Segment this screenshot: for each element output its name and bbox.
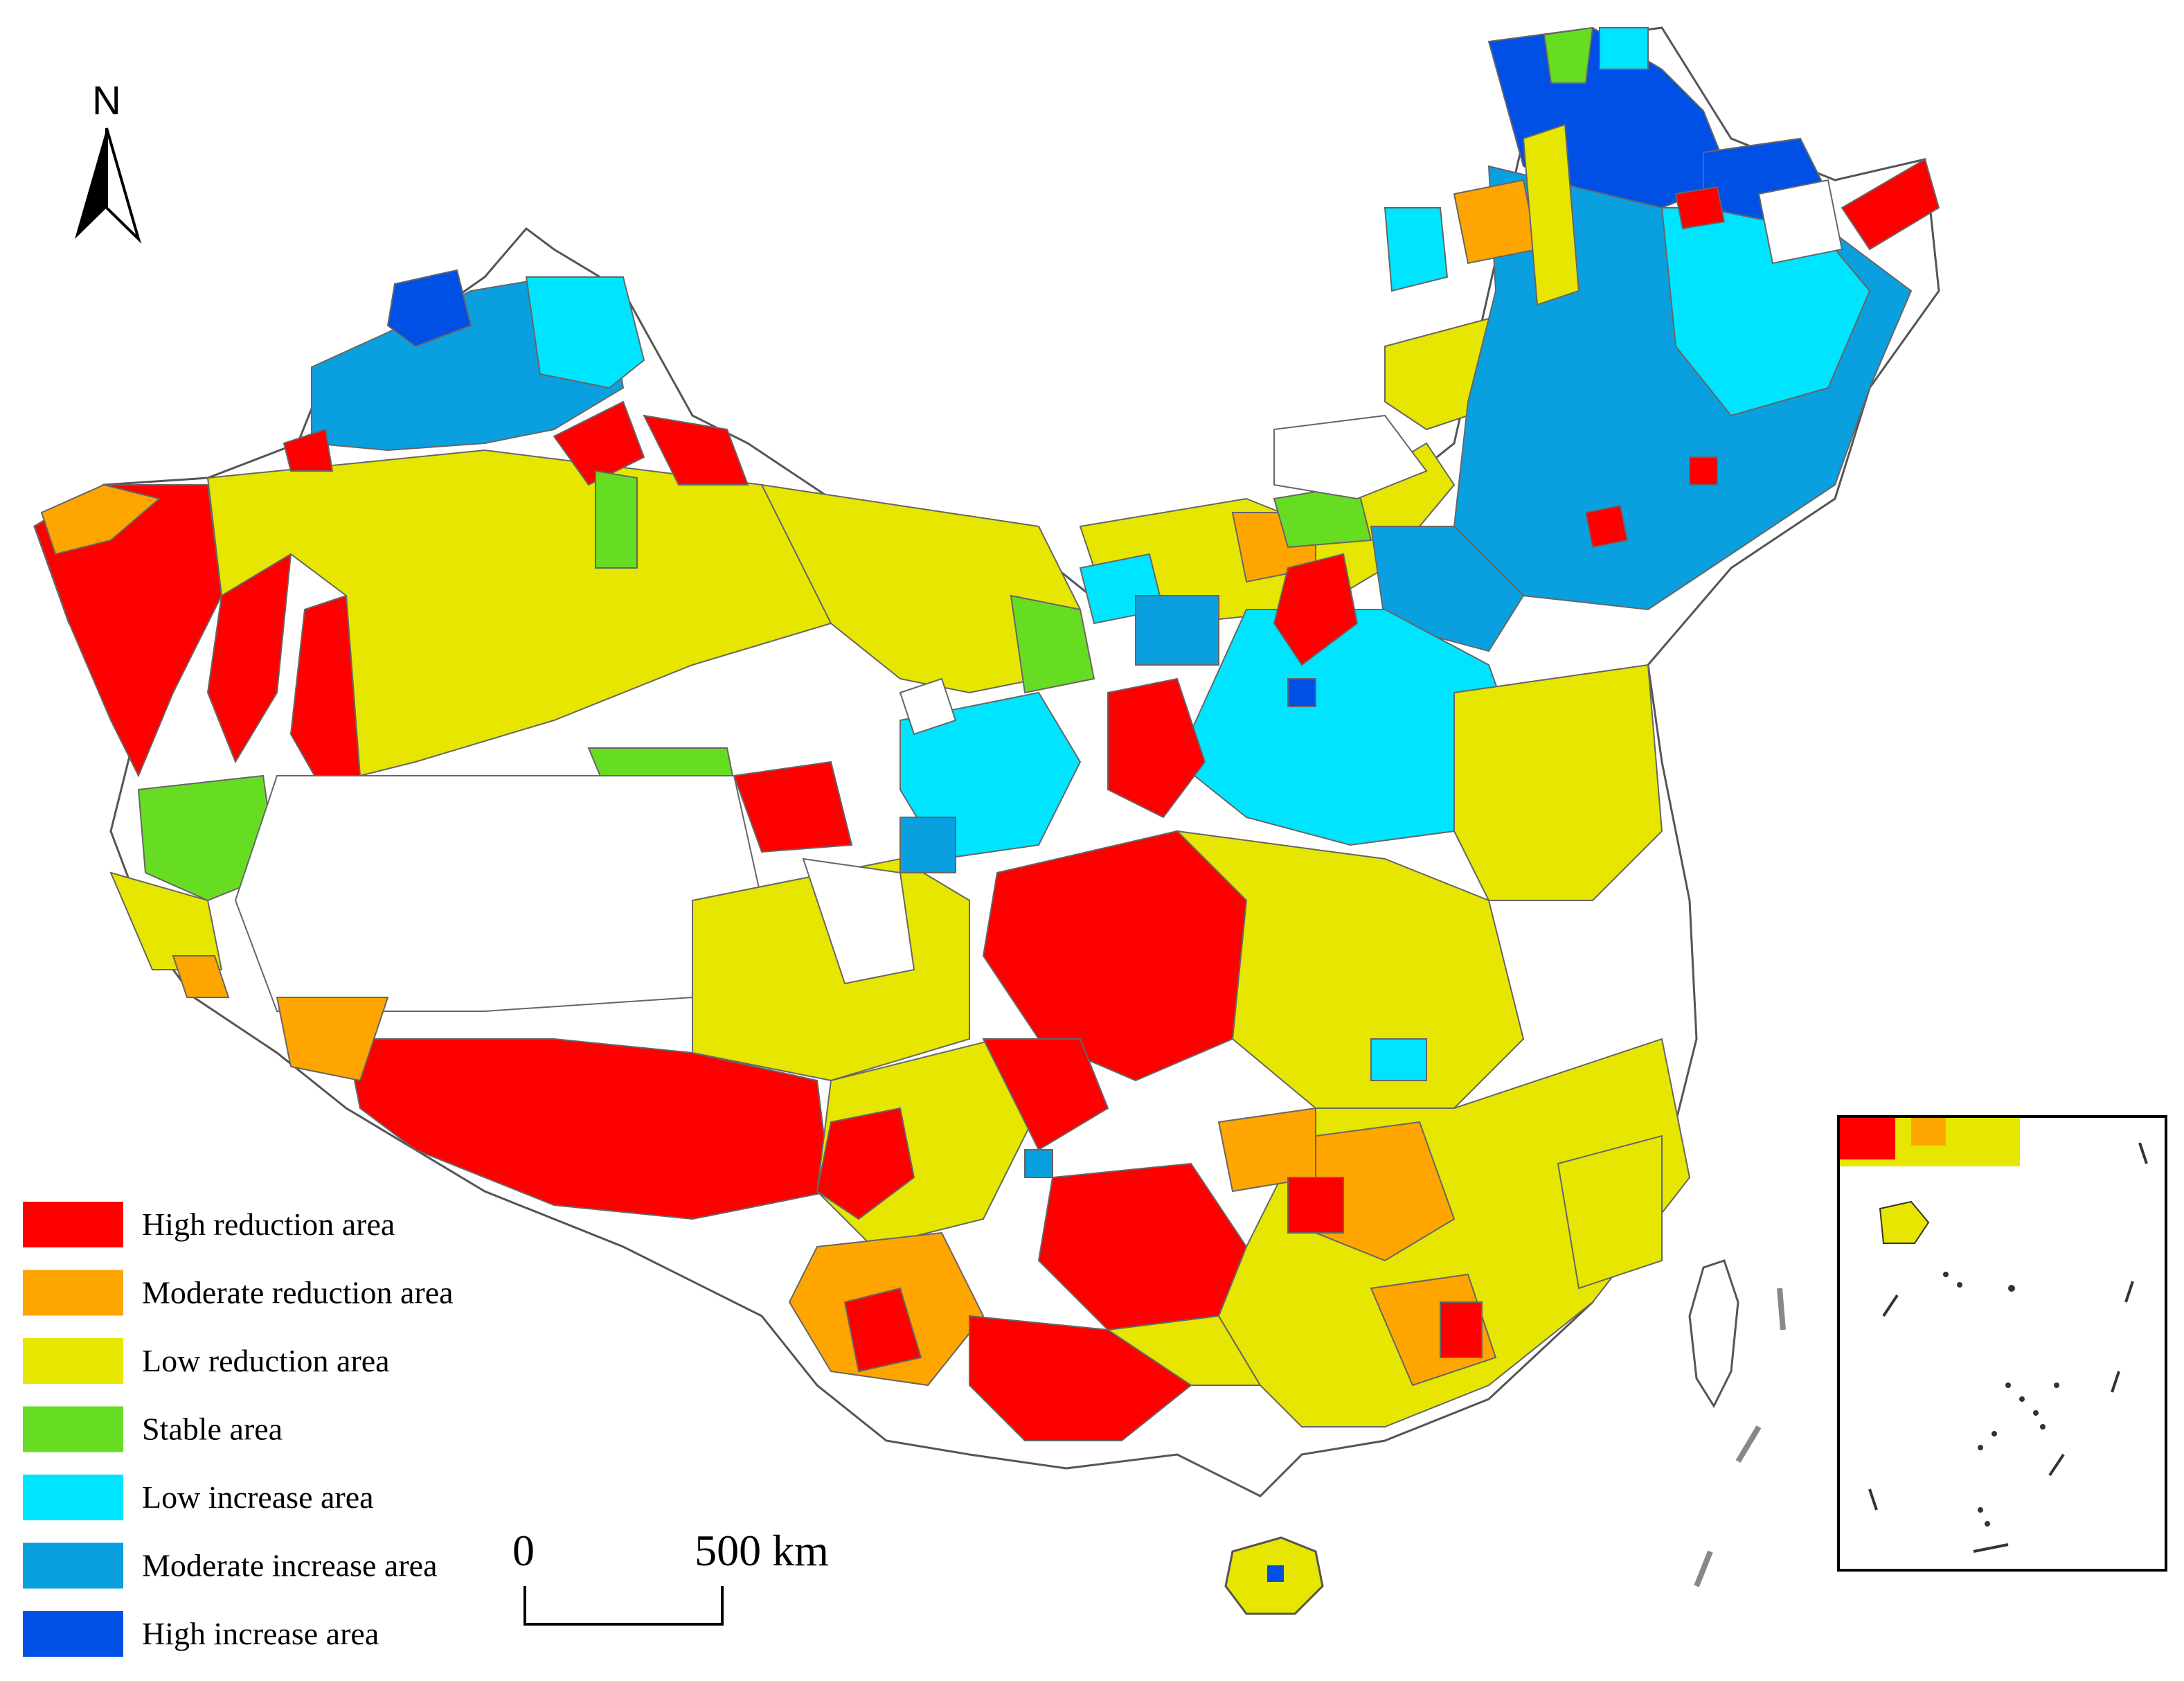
- hainan-high-increase-patch: [1267, 1565, 1284, 1582]
- legend-label-4: Low increase area: [142, 1479, 374, 1515]
- legend-swatch-3: [23, 1406, 123, 1452]
- region-ne-red-ring-2: [1689, 456, 1718, 486]
- region-xj-west-red: [33, 484, 223, 778]
- region-gansu-green: [1010, 594, 1095, 694]
- legend-swatch-2: [23, 1338, 123, 1384]
- region-ne-white: [1757, 179, 1843, 265]
- region-ne-green-top: [1543, 26, 1594, 84]
- scale-bar: 0 500 km: [512, 1526, 829, 1626]
- legend: High reduction area Moderate reduction ar…: [23, 1202, 454, 1657]
- region-ne-orange-west: [1453, 179, 1539, 265]
- region-xj-north-red-b: [643, 414, 749, 486]
- region-ne-yellow-strip: [1522, 123, 1580, 306]
- region-xj-west-orange: [40, 483, 161, 555]
- legend-swatch-6: [23, 1611, 123, 1657]
- region-yunnan-red: [843, 1287, 922, 1373]
- legend-label-3: Stable area: [142, 1412, 283, 1447]
- region-xj-north-red-a: [553, 400, 645, 486]
- region-shaanxi-blue: [899, 817, 956, 873]
- region-central-lightblue-1: [1370, 1038, 1427, 1081]
- inset-boundary-marks: [1868, 1142, 2148, 1553]
- legend-swatch-5: [23, 1542, 123, 1589]
- region-tibet-south-orange: [276, 997, 389, 1082]
- region-chongqing-red: [982, 1038, 1109, 1151]
- region-xj-sw-orange: [172, 955, 230, 998]
- legend-label-1: Moderate reduction area: [142, 1275, 454, 1310]
- scale-line: [523, 1586, 724, 1626]
- region-shanxi-red: [1107, 677, 1206, 819]
- region-ne-red-small: [1674, 186, 1726, 230]
- region-xj-sw-yellow: [109, 871, 223, 970]
- region-tibet-white: [234, 775, 763, 1012]
- legend-label-0: High reduction area: [142, 1207, 395, 1242]
- inset-islands: [1943, 1272, 2059, 1527]
- region-gansu-yellow: [760, 483, 1082, 694]
- legend-label-6: High increase area: [142, 1616, 379, 1651]
- maritime-boundary-marks: [1694, 1288, 1786, 1587]
- region-hebei-blue: [1135, 595, 1219, 666]
- inset-orange-patch: [1911, 1118, 1946, 1146]
- north-arrow-icon: [75, 128, 107, 239]
- taiwan-island: [1688, 1259, 1739, 1409]
- region-hebei-darkblue: [1287, 678, 1316, 707]
- region-ne-lightblue-top: [1599, 27, 1649, 70]
- region-sichuan-red: [816, 1107, 915, 1220]
- region-white-gap-1: [899, 677, 957, 736]
- region-tibet-south-red: [345, 1038, 832, 1220]
- region-xj-green-1: [595, 470, 638, 569]
- region-central-red-2: [1287, 1177, 1344, 1234]
- region-nc-yellow: [1453, 664, 1663, 901]
- region-central-blue-1: [1024, 1149, 1053, 1178]
- region-xj-north-darkblue: [386, 269, 472, 348]
- north-arrow-icon-right-half: [105, 127, 142, 244]
- north-label: N: [92, 78, 121, 123]
- legend-swatch-4: [23, 1475, 123, 1520]
- north-arrow: N: [75, 78, 142, 244]
- region-ne-red-east: [1841, 158, 1940, 251]
- region-xj-north-lightblue: [525, 276, 645, 389]
- inset-frame: [1837, 1115, 2167, 1572]
- legend-label-5: Moderate increase area: [142, 1548, 438, 1583]
- inset-hainan: [1879, 1200, 1930, 1244]
- legend-swatch-1: [23, 1270, 123, 1316]
- map-regions: [33, 26, 1940, 1441]
- region-guangdong-red: [1440, 1301, 1483, 1358]
- scale-end-label: 500 km: [695, 1526, 829, 1575]
- scale-start-label: 0: [512, 1526, 535, 1575]
- legend-label-2: Low reduction area: [142, 1343, 390, 1378]
- region-im-white: [1273, 414, 1428, 500]
- region-white-gap-2: [802, 857, 915, 985]
- legend-swatch-0: [23, 1202, 123, 1247]
- region-qinghai-red: [733, 761, 853, 853]
- region-fujian-yellow: [1557, 1135, 1663, 1290]
- inset-red-patch: [1840, 1118, 1895, 1159]
- region-ne-blue-south: [1370, 526, 1525, 652]
- region-xj-red-nw: [283, 428, 334, 472]
- region-nc-red-patches: [1273, 553, 1359, 666]
- region-ne-lightblue-west: [1384, 207, 1449, 292]
- region-ne-red-ring-1: [1584, 504, 1629, 549]
- south-china-sea-inset: [1837, 1115, 2167, 1572]
